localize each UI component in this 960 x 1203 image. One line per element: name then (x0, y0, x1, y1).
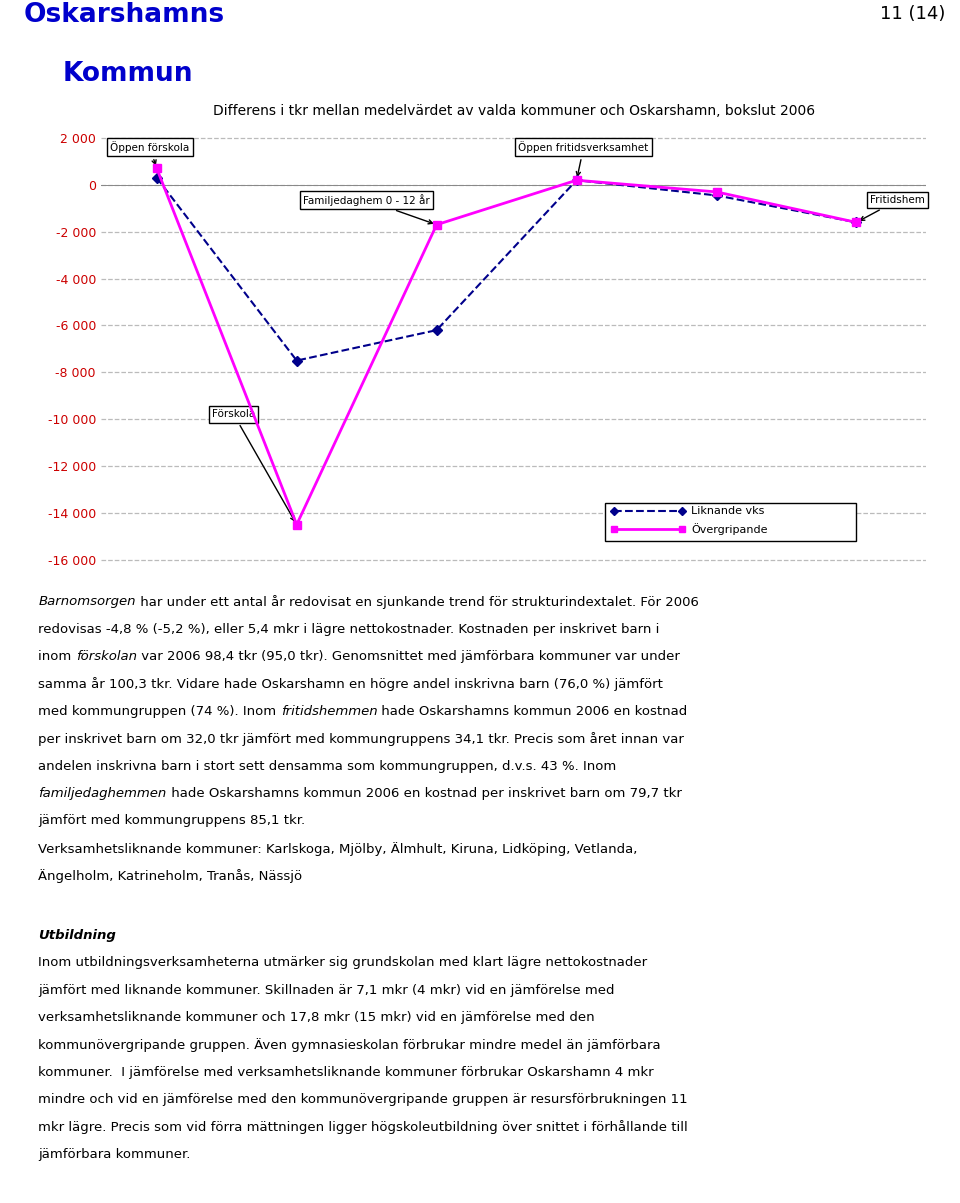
Text: kommuner.  I jämförelse med verksamhetsliknande kommuner förbrukar Oskarshamn 4 : kommuner. I jämförelse med verksamhetsli… (38, 1066, 654, 1079)
Text: Oskarshamns: Oskarshamns (24, 2, 226, 28)
Text: samma år 100,3 tkr. Vidare hade Oskarshamn en högre andel inskrivna barn (76,0 %: samma år 100,3 tkr. Vidare hade Oskarsha… (38, 677, 663, 692)
Bar (605, 504, 856, 541)
Text: Familjedaghem 0 - 12 år: Familjedaghem 0 - 12 år (303, 194, 433, 224)
Text: jämförbara kommuner.: jämförbara kommuner. (38, 1148, 191, 1161)
Text: Verksamhetsliknande kommuner: Karlskoga, Mjölby, Älmhult, Kiruna, Lidköping, Vet: Verksamhetsliknande kommuner: Karlskoga,… (38, 842, 637, 855)
Text: Inom utbildningsverksamheterna utmärker sig grundskolan med klart lägre nettokos: Inom utbildningsverksamheterna utmärker … (38, 956, 648, 970)
Text: andelen inskrivna barn i stort sett densamma som kommungruppen, d.v.s. 43 %. Ino: andelen inskrivna barn i stort sett dens… (38, 759, 616, 772)
Text: Övergripande: Övergripande (691, 523, 768, 535)
Text: Fritidshem: Fritidshem (860, 195, 925, 220)
Text: har under ett antal år redovisat en sjunkande trend för strukturindextalet. För : har under ett antal år redovisat en sjun… (136, 595, 699, 610)
Text: Ängelholm, Katrineholm, Tranås, Nässjö: Ängelholm, Katrineholm, Tranås, Nässjö (38, 869, 302, 883)
Text: fritidshemmen: fritidshemmen (280, 705, 377, 718)
Text: inom: inom (38, 650, 76, 663)
Text: Barnomsorgen: Barnomsorgen (38, 595, 136, 609)
Text: jämfört med kommungruppens 85,1 tkr.: jämfört med kommungruppens 85,1 tkr. (38, 814, 305, 828)
Text: verksamhetsliknande kommuner och 17,8 mkr (15 mkr) vid en jämförelse med den: verksamhetsliknande kommuner och 17,8 mk… (38, 1011, 595, 1024)
Text: familjedaghemmen: familjedaghemmen (38, 787, 167, 800)
Text: Öppen fritidsverksamhet: Öppen fritidsverksamhet (518, 142, 649, 176)
Text: förskolan: förskolan (76, 650, 137, 663)
Text: 11 (14): 11 (14) (880, 5, 946, 23)
Text: med kommungruppen (74 %). Inom: med kommungruppen (74 %). Inom (38, 705, 280, 718)
Text: jämfört med liknande kommuner. Skillnaden är 7,1 mkr (4 mkr) vid en jämförelse m: jämfört med liknande kommuner. Skillnade… (38, 984, 615, 997)
Text: per inskrivet barn om 32,0 tkr jämfört med kommungruppens 34,1 tkr. Precis som å: per inskrivet barn om 32,0 tkr jämfört m… (38, 733, 684, 746)
Text: hade Oskarshamns kommun 2006 en kostnad per inskrivet barn om 79,7 tkr: hade Oskarshamns kommun 2006 en kostnad … (167, 787, 682, 800)
Text: Kommun: Kommun (62, 61, 193, 88)
Text: Öppen förskola: Öppen förskola (110, 142, 189, 165)
Text: redovisas -4,8 % (-5,2 %), eller 5,4 mkr i lägre nettokostnader. Kostnaden per i: redovisas -4,8 % (-5,2 %), eller 5,4 mkr… (38, 623, 660, 636)
Text: Utbildning: Utbildning (38, 929, 116, 942)
Text: Liknande vks: Liknande vks (691, 505, 765, 516)
Text: var 2006 98,4 tkr (95,0 tkr). Genomsnittet med jämförbara kommuner var under: var 2006 98,4 tkr (95,0 tkr). Genomsnitt… (137, 650, 680, 663)
Title: Differens i tkr mellan medelvärdet av valda kommuner och Oskarshamn, bokslut 200: Differens i tkr mellan medelvärdet av va… (212, 105, 815, 118)
Text: mindre och vid en jämförelse med den kommunövergripande gruppen är resursförbruk: mindre och vid en jämförelse med den kom… (38, 1094, 688, 1106)
Text: hade Oskarshamns kommun 2006 en kostnad: hade Oskarshamns kommun 2006 en kostnad (377, 705, 687, 718)
Text: kommunövergripande gruppen. Även gymnasieskolan förbrukar mindre medel än jämför: kommunövergripande gruppen. Även gymnasi… (38, 1038, 661, 1053)
Text: Förskola: Förskola (212, 409, 295, 521)
Text: mkr lägre. Precis som vid förra mättningen ligger högskoleutbildning över snitte: mkr lägre. Precis som vid förra mättning… (38, 1120, 688, 1134)
